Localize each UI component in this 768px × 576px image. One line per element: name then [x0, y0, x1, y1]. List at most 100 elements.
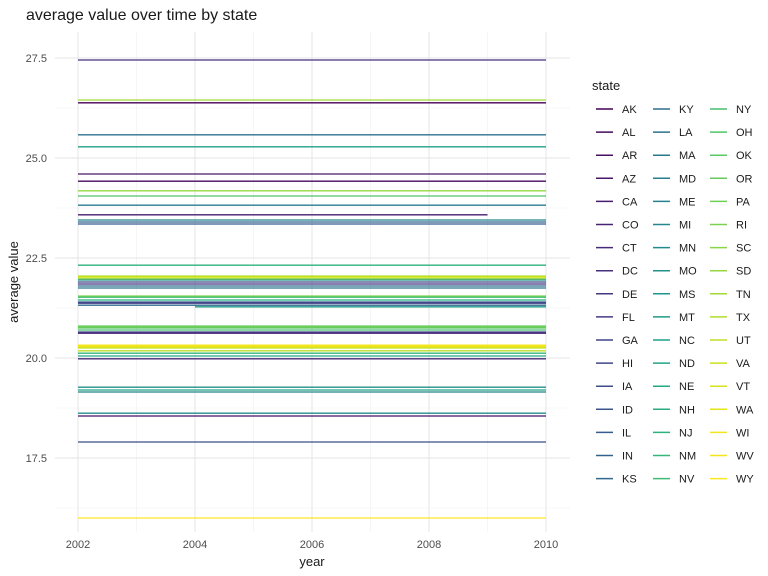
legend-label: KY — [679, 104, 694, 116]
legend-label: HI — [622, 358, 633, 370]
y-tick-label: 20.0 — [26, 353, 47, 365]
legend: state AK AL AR AZ CA CO CT DC DE FL GA HI IA ID IL IN KS… — [592, 78, 754, 486]
legend-item-wv: WV — [710, 451, 754, 463]
legend-label: MA — [679, 150, 696, 162]
legend-label: AZ — [622, 173, 636, 185]
legend-item-nv: NV — [653, 474, 695, 486]
x-tick-label: 2004 — [183, 539, 207, 551]
legend-label: NV — [679, 474, 695, 486]
legend-label: CT — [622, 243, 637, 255]
legend-label: PA — [736, 196, 751, 208]
legend-item-sc: SC — [710, 243, 751, 255]
y-axis-title: average value — [6, 241, 21, 323]
series-lines — [78, 59, 546, 519]
legend-label: KS — [622, 474, 637, 486]
legend-label: MN — [679, 243, 696, 255]
legend-item-nd: ND — [653, 358, 695, 370]
legend-label: NM — [679, 451, 696, 463]
legend-label: RI — [736, 220, 747, 232]
legend-item-ak: AK — [596, 104, 637, 116]
legend-item-mo: MO — [653, 266, 697, 278]
legend-item-id: ID — [596, 404, 633, 416]
legend-item-wa: WA — [710, 404, 754, 416]
legend-item-in: IN — [596, 451, 633, 463]
legend-item-or: OR — [710, 173, 753, 185]
x-axis-title: year — [299, 554, 325, 569]
legend-item-sd: SD — [710, 266, 751, 278]
legend-item-ga: GA — [596, 335, 639, 347]
legend-label: MO — [679, 266, 697, 278]
x-tick-label: 2008 — [417, 539, 441, 551]
legend-item-ky: KY — [653, 104, 694, 116]
legend-label: MS — [679, 289, 696, 301]
legend-item-la: LA — [653, 127, 693, 139]
legend-label: AK — [622, 104, 637, 116]
legend-item-az: AZ — [596, 173, 636, 185]
y-axis-ticks: 17.5 20.0 22.5 25.0 27.5 — [26, 53, 47, 465]
legend-label: VT — [736, 381, 750, 393]
legend-label: ME — [679, 196, 696, 208]
legend-label: AL — [622, 127, 635, 139]
legend-item-wy: WY — [710, 474, 754, 486]
legend-label: VA — [736, 358, 751, 370]
legend-label: WA — [736, 404, 754, 416]
legend-label: TX — [736, 312, 751, 324]
legend-label: IL — [622, 427, 631, 439]
legend-label: FL — [622, 312, 635, 324]
legend-label: TN — [736, 289, 751, 301]
legend-label: NY — [736, 104, 752, 116]
x-tick-label: 2010 — [534, 539, 558, 551]
legend-item-nh: NH — [653, 404, 695, 416]
legend-label: IN — [622, 451, 633, 463]
legend-item-ct: CT — [596, 243, 637, 255]
legend-item-nc: NC — [653, 335, 695, 347]
legend-item-wi: WI — [710, 427, 749, 439]
legend-item-ne: NE — [653, 381, 694, 393]
legend-item-mi: MI — [653, 220, 691, 232]
legend-items: AK AL AR AZ CA CO CT DC DE FL GA HI IA ID IL IN KS KY LA MA… — [596, 104, 754, 486]
legend-label: NJ — [679, 427, 692, 439]
legend-item-ks: KS — [596, 474, 637, 486]
y-tick-label: 27.5 — [26, 53, 47, 65]
legend-label: OR — [736, 173, 753, 185]
legend-item-de: DE — [596, 289, 637, 301]
legend-item-nm: NM — [653, 451, 696, 463]
legend-item-tn: TN — [710, 289, 751, 301]
legend-label: CA — [622, 196, 638, 208]
legend-item-ia: IA — [596, 381, 633, 393]
legend-item-fl: FL — [596, 312, 635, 324]
x-tick-label: 2006 — [300, 539, 324, 551]
legend-item-ms: MS — [653, 289, 696, 301]
legend-item-vt: VT — [710, 381, 750, 393]
legend-item-oh: OH — [710, 127, 753, 139]
legend-label: GA — [622, 335, 639, 347]
legend-label: WI — [736, 427, 749, 439]
legend-label: ID — [622, 404, 633, 416]
x-axis-ticks: 2002 2004 2006 2008 2010 — [66, 539, 558, 551]
legend-label: NH — [679, 404, 695, 416]
legend-item-ok: OK — [710, 150, 753, 162]
legend-item-ri: RI — [710, 220, 747, 232]
legend-label: NE — [679, 381, 694, 393]
legend-label: OK — [736, 150, 753, 162]
legend-item-ny: NY — [710, 104, 752, 116]
legend-item-pa: PA — [710, 196, 751, 208]
legend-label: MI — [679, 220, 691, 232]
legend-label: LA — [679, 127, 693, 139]
legend-item-co: CO — [596, 220, 639, 232]
legend-label: AR — [622, 150, 637, 162]
legend-item-tx: TX — [710, 312, 751, 324]
y-tick-label: 17.5 — [26, 453, 47, 465]
y-tick-label: 22.5 — [26, 253, 47, 265]
legend-item-dc: DC — [596, 266, 638, 278]
legend-item-md: MD — [653, 173, 696, 185]
legend-label: DC — [622, 266, 638, 278]
legend-label: CO — [622, 220, 639, 232]
legend-item-nj: NJ — [653, 427, 692, 439]
legend-item-ar: AR — [596, 150, 637, 162]
x-tick-label: 2002 — [66, 539, 90, 551]
legend-item-ut: UT — [710, 335, 751, 347]
legend-label: OH — [736, 127, 753, 139]
legend-label: UT — [736, 335, 751, 347]
